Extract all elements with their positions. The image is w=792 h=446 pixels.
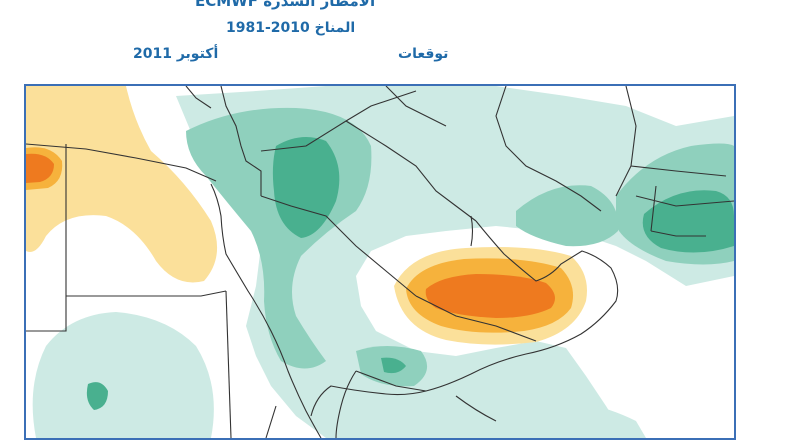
- climate-period-label: المناخ 2010-1981: [226, 20, 356, 36]
- wet-anomaly-strong-north: [272, 137, 340, 238]
- wet-anomaly-strong-east: [642, 190, 734, 253]
- wet-anomaly-strong-sw: [86, 382, 108, 410]
- wet-anomaly-light-sw: [32, 312, 214, 438]
- map-title: الأمطار الشدرة ECMWF: [195, 0, 376, 10]
- dry-anomaly-strong-center: [425, 274, 555, 318]
- country-borders: [26, 86, 734, 438]
- map-canvas: [26, 86, 734, 438]
- forecast-month-label: أكتوبر 2011: [133, 46, 219, 62]
- wet-anomaly-strong-s: [381, 357, 406, 374]
- wet-anomaly-light-s: [446, 396, 646, 438]
- forecast-label: توقعات: [398, 46, 449, 62]
- dry-anomaly-strong-nw: [26, 153, 54, 183]
- wet-anomaly-medium-gulf: [516, 185, 619, 247]
- precipitation-anomaly-map: [24, 84, 736, 440]
- dry-anomaly-light-nw: [26, 86, 218, 283]
